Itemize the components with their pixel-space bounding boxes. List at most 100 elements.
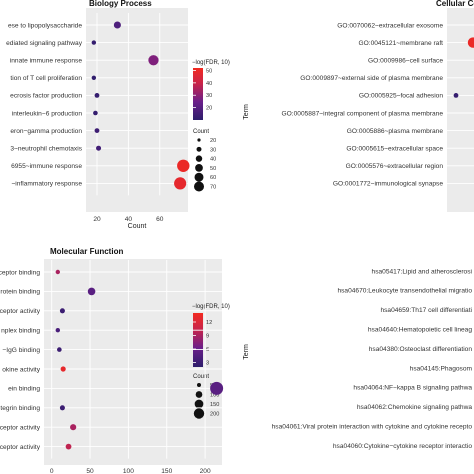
bp-point [93,110,98,116]
mf-term-label: rotein binding [0,289,40,296]
bp-x-tick-label: 20 [93,216,101,223]
size-legend-point [195,164,203,172]
cc-title: Cellular Co [436,0,474,8]
color-legend-tick-label: 20 [206,106,212,112]
cc-term-label: GO:0005887~integral component of plasma … [282,110,444,117]
cc-term-label: GO:0001772~immunological synapse [333,181,443,188]
bp-point [174,177,187,190]
cc-point [467,37,474,48]
bp-x-axis-label: Count [128,223,147,230]
mf-x-tick-label: 50 [86,468,94,474]
size-legend-point [197,138,201,142]
color-legend-tick-label: 40 [206,81,212,87]
kegg-term-label: hsa04380:Osteoclast differentiation [369,346,473,353]
size-legend-label: 20 [210,138,216,144]
size-legend-point [194,181,204,192]
bp-term-label: interleukin−6 production [12,110,83,117]
cc-term-label: GO:0070062~extracellular exosome [337,22,443,29]
cc-point [453,93,459,98]
bp-term-label: tion of T cell proliferation [10,75,82,82]
bp-term-label: ediated signaling pathway [6,40,83,47]
size-legend-point [195,391,203,398]
mf-point [87,287,96,296]
mf-term-label: ceptor activity [0,444,41,451]
mf-point [57,347,62,352]
mf-x-tick-label: 150 [161,468,172,474]
mf-point [55,269,61,275]
mf-title: Molecular Function [50,247,123,256]
color-legend-tick-label: 30 [206,93,212,99]
bp-x-tick-label: 60 [156,216,164,223]
bp-color-legend-title: −log(FDR, 10) [192,60,230,66]
mf-term-label: ceptor binding [0,269,40,276]
mf-x-tick-label: 100 [123,468,134,474]
kegg-term-label: hsa04670:Leukocyte transendothelial migr… [337,288,472,295]
size-legend-label: 70 [210,185,216,191]
mf-point [210,381,224,395]
kegg-term-label: hsa05417:Lipid and atherosclerosi [372,268,473,275]
cc-term-label: GO:0009986~cell surface [368,58,443,65]
kegg-term-label: hsa04062:Chemokine signaling pathwa [357,404,472,411]
size-legend-point [197,383,201,387]
kegg-term-label: hsa04659:Th17 cell differentiati [380,307,472,314]
cc-term-label: GO:0045121~membrane raft [359,40,444,47]
size-legend-label: 60 [210,175,216,181]
mf-point [60,366,66,372]
kegg-y-axis-label: Term [243,344,250,360]
size-legend-label: 50 [210,166,216,172]
cc-term-label: GO:0009897~external side of plasma membr… [300,75,443,82]
bp-x-tick-label: 40 [125,216,133,223]
size-legend-point [194,172,204,182]
kegg-term-label: hsa04145:Phagosom [410,365,473,372]
mf-point [59,308,65,314]
bp-point [91,75,97,81]
bp-term-label: 6955~immune response [11,163,82,170]
mf-point [55,328,61,333]
mf-panel-bg [44,259,222,465]
bp-term-label: innate immune response [10,58,83,65]
mf-term-label: ein binding [8,386,40,393]
mf-term-label: −IgG binding [2,347,40,354]
bp-panel-bg [86,8,188,212]
bp-color-bar [193,68,203,120]
mf-size-legend-title: Count [193,374,209,380]
mf-term-label: tegrin binding [0,405,40,412]
bp-point [94,128,100,134]
mf-point [65,443,72,450]
bp-term-label: ese to lipopolysaccharide [8,22,82,29]
cc-term-label: GO:0005576~extracellular region [346,163,444,170]
size-legend-point [195,155,203,162]
kegg-term-label: hsa04064:NF−kappa B signaling pathwa [353,385,472,392]
mf-term-label: okine activity [2,366,40,373]
bp-term-label: eron−gamma production [10,128,82,135]
size-legend-point [193,408,205,419]
bp-point [177,159,190,172]
mf-term-label: eceptor activity [0,308,41,315]
mf-color-legend-title: −log(FDR, 10) [192,304,230,310]
kegg-term-label: hsa04061:Viral protein interaction with … [272,424,473,431]
bp-term-label: ecrosis factor production [10,93,82,100]
bp-point [91,40,97,45]
bp-point [94,92,100,98]
color-legend-tick-label: 3 [206,361,209,367]
mf-term-label: nplex binding [1,328,40,335]
bp-title: Biology Process [89,0,152,8]
mf-x-tick-label: 200 [200,468,211,474]
color-legend-tick-label: 12 [206,320,212,326]
bp-point [96,145,102,151]
size-legend-label: 150 [210,402,219,408]
size-legend-point [194,399,204,409]
cc-term-label: GO:0005615~extracellular space [346,146,443,153]
size-legend-label: 40 [210,157,216,163]
bp-point [148,55,159,66]
mf-point [70,424,77,431]
size-legend-label: 100 [210,393,219,399]
mf-point [59,405,65,411]
cc-term-label: GO:0005886~plasma membrane [347,128,444,135]
mf-color-bar [193,313,203,367]
mf-term-label: ceptor activity [0,425,41,432]
bp-term-label: 3~neutrophil chemotaxis [10,146,82,153]
mf-x-tick-label: 0 [50,468,54,474]
size-legend-label: 30 [210,147,216,153]
